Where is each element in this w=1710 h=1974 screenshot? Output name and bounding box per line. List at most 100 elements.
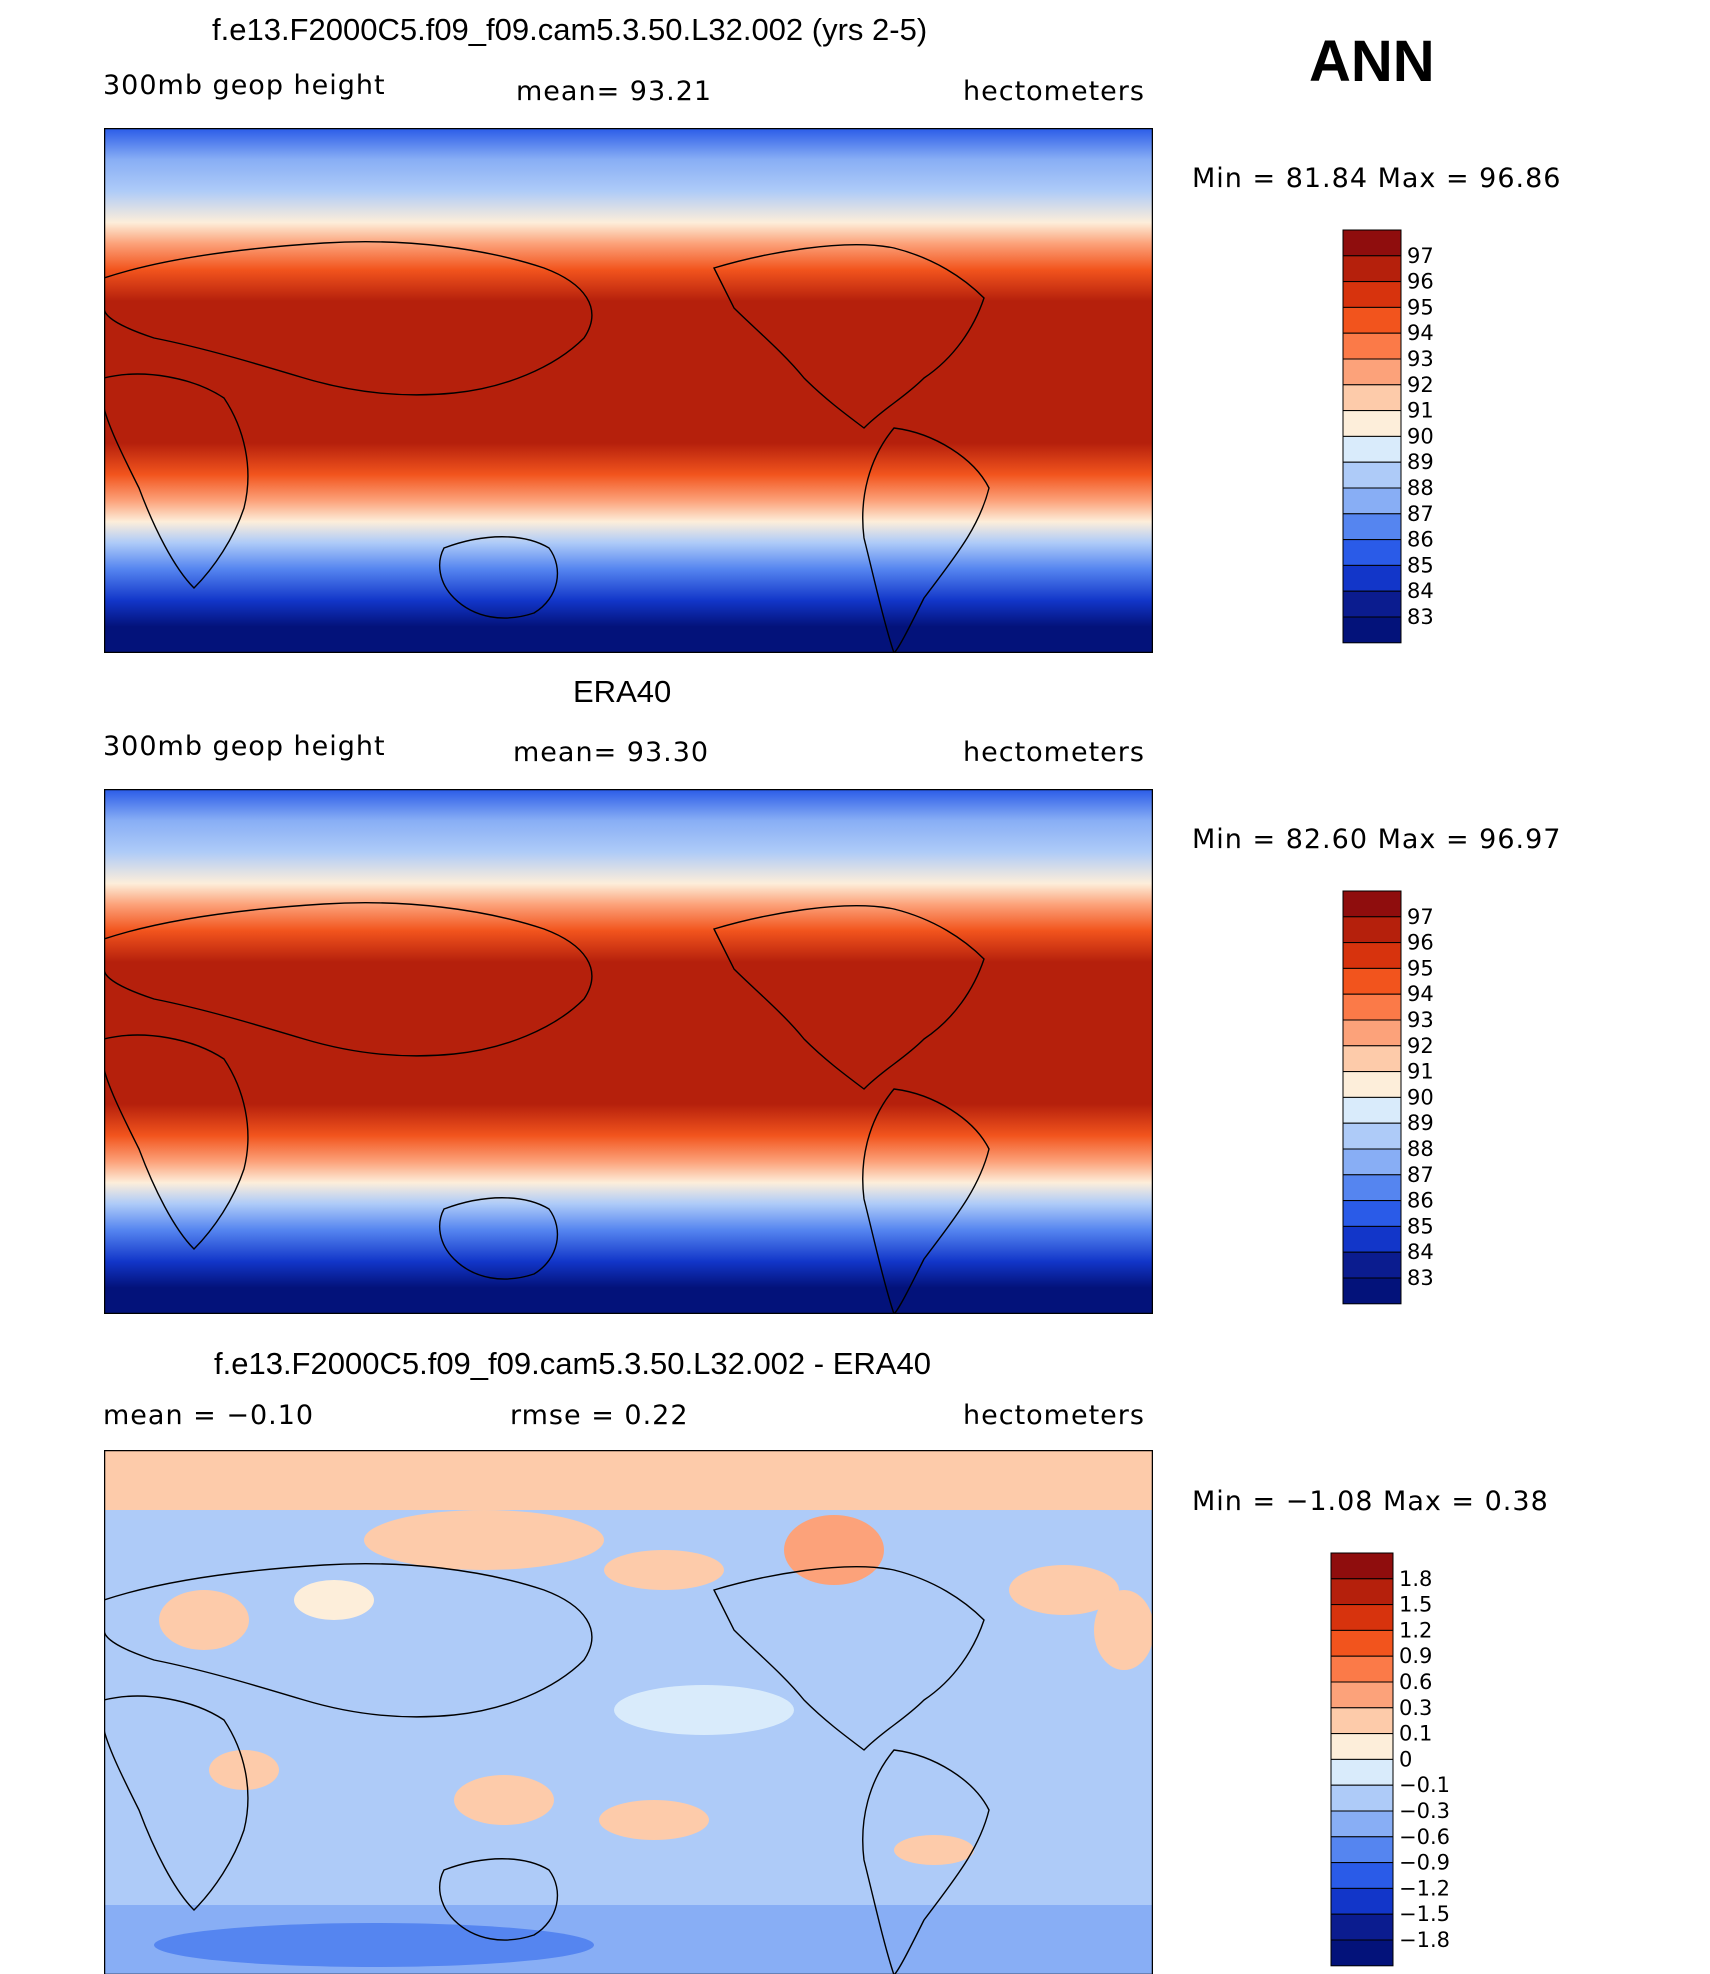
colorbar-swatch — [1330, 1707, 1394, 1735]
coastlines — [104, 241, 990, 653]
colorbar-swatch — [1342, 1251, 1402, 1279]
colorbar-tick-label: 84 — [1407, 579, 1434, 603]
colorbar-tick-label: −1.2 — [1399, 1876, 1450, 1900]
colorbar-tick-label: 86 — [1407, 1189, 1434, 1213]
colorbar-tick-label: 96 — [1407, 931, 1434, 955]
colorbar-tick-label: −0.9 — [1399, 1851, 1450, 1875]
field-anomaly — [364, 1510, 604, 1570]
colorbar-tick-label: 90 — [1407, 1085, 1434, 1109]
colorbar-tick-label: 0.3 — [1399, 1696, 1432, 1720]
field-anomaly — [599, 1800, 709, 1840]
field-anomaly — [614, 1685, 794, 1735]
colorbar-tick-label: 84 — [1407, 1240, 1434, 1264]
colorbar-swatch — [1330, 1784, 1394, 1812]
colorbar-tick-label: 88 — [1407, 476, 1434, 500]
colorbar-tick-label: 0 — [1399, 1747, 1412, 1771]
colorbar-swatch — [1342, 332, 1402, 360]
colorbar-tick-label: 86 — [1407, 528, 1434, 552]
colorbar-swatch — [1342, 1277, 1402, 1305]
coastline — [438, 536, 559, 619]
colorbar-swatch — [1342, 461, 1402, 489]
colorbar-tick-label: 97 — [1407, 905, 1434, 929]
panel3-contour-map — [104, 1450, 1153, 1974]
panel1-mean-label: mean= 93.21 — [516, 76, 713, 107]
colorbar-swatch — [1342, 590, 1402, 618]
map-frame — [104, 789, 1153, 1314]
coastline — [438, 1197, 559, 1280]
colorbar-tick-label: 83 — [1407, 605, 1434, 629]
coastline — [862, 1088, 990, 1314]
panel3-minmax-label: Min = −1.08 Max = 0.38 — [1192, 1486, 1549, 1517]
panel2-title: ERA40 — [573, 674, 672, 709]
colorbar-tick-label: −0.1 — [1399, 1773, 1450, 1797]
colorbar-swatch — [1342, 513, 1402, 541]
colorbar-tick-label: 95 — [1407, 295, 1434, 319]
colorbar-tick-label: 91 — [1407, 399, 1434, 423]
colorbar-swatch — [1342, 1019, 1402, 1047]
panel1-colorbar: 97 96 95 94 93 92 91 90 89 88 87 86 85 84 83 — [1342, 229, 1463, 644]
colorbar-swatch — [1330, 1913, 1394, 1941]
colorbar-tick-label: 97 — [1407, 244, 1434, 268]
coastline — [713, 1566, 985, 1751]
field-anomaly — [894, 1835, 974, 1865]
colorbar-swatch — [1342, 1174, 1402, 1202]
colorbar-tick-label: 94 — [1407, 321, 1434, 345]
panel2-variable-label: 300mb geop height — [103, 731, 386, 762]
panel2-units-label: hectometers — [963, 737, 1145, 768]
field-anomaly — [294, 1580, 374, 1620]
panel1-minmax-label: Min = 81.84 Max = 96.86 — [1192, 163, 1562, 194]
colorbar-tick-label: 88 — [1407, 1137, 1434, 1161]
panel1-units-label: hectometers — [963, 76, 1145, 107]
colorbar-swatch — [1342, 916, 1402, 944]
colorbar-tick-label: 85 — [1407, 1214, 1434, 1238]
colorbar-swatch — [1330, 1604, 1394, 1631]
colorbar-swatch — [1342, 1225, 1402, 1253]
colorbar-tick-label: 93 — [1407, 1008, 1434, 1032]
colorbar-tick-label: 0.9 — [1399, 1644, 1432, 1668]
colorbar-tick-label: 94 — [1407, 982, 1434, 1006]
coastlines — [104, 1563, 990, 1974]
colorbar-tick-label: 1.8 — [1399, 1567, 1432, 1591]
colorbar-tick-label: 89 — [1407, 1111, 1434, 1135]
coastline — [104, 1695, 249, 1911]
colorbar-swatch — [1342, 1122, 1402, 1150]
colorbar-swatch — [1342, 1045, 1402, 1073]
panel1-title: f.e13.F2000C5.f09_f09.cam5.3.50.L32.002 … — [212, 12, 928, 47]
colorbar-tick-label: 1.2 — [1399, 1618, 1432, 1642]
colorbar-tick-label: 95 — [1407, 956, 1434, 980]
colorbar-swatch — [1342, 281, 1402, 308]
panel3-units-label: hectometers — [963, 1400, 1145, 1431]
panel2-colorbar: 97 96 95 94 93 92 91 90 89 88 87 86 85 84 83 — [1342, 890, 1463, 1305]
colorbar-swatch — [1330, 1552, 1394, 1580]
colorbar-swatch — [1330, 1578, 1394, 1606]
panel2-minmax-label: Min = 82.60 Max = 96.97 — [1192, 824, 1562, 855]
coastline — [713, 244, 985, 429]
field-anomaly — [154, 1923, 594, 1967]
colorbar-swatch — [1342, 993, 1402, 1021]
colorbar-tick-label: 91 — [1407, 1060, 1434, 1084]
colorbar-tick-label: −1.8 — [1399, 1928, 1450, 1952]
panel1-contour-map — [104, 128, 1153, 653]
colorbar-swatch — [1342, 1200, 1402, 1227]
panel3-map — [104, 1450, 1153, 1974]
colorbar-tick-label: −0.6 — [1399, 1825, 1450, 1849]
field-anomaly — [1094, 1590, 1153, 1670]
season-label: ANN — [1309, 29, 1435, 94]
coastline — [713, 905, 985, 1090]
panel3-mean-label: mean = −0.10 — [103, 1400, 315, 1431]
colorbar-tick-label: 83 — [1407, 1266, 1434, 1290]
colorbar-swatch — [1330, 1887, 1394, 1915]
colorbar-swatch — [1342, 435, 1402, 463]
colorbar-swatch — [1342, 564, 1402, 592]
panel2-mean-label: mean= 93.30 — [513, 737, 710, 768]
map-frame — [104, 1450, 1153, 1974]
colorbar-swatch — [1342, 942, 1402, 969]
colorbar-swatch — [1342, 1096, 1402, 1124]
field-anomaly — [159, 1590, 249, 1650]
colorbar-tick-label: 92 — [1407, 373, 1434, 397]
panel1-map — [104, 128, 1153, 653]
colorbar-tick-label: 0.6 — [1399, 1670, 1432, 1694]
coastline — [862, 427, 990, 653]
colorbar-swatch — [1330, 1939, 1394, 1967]
